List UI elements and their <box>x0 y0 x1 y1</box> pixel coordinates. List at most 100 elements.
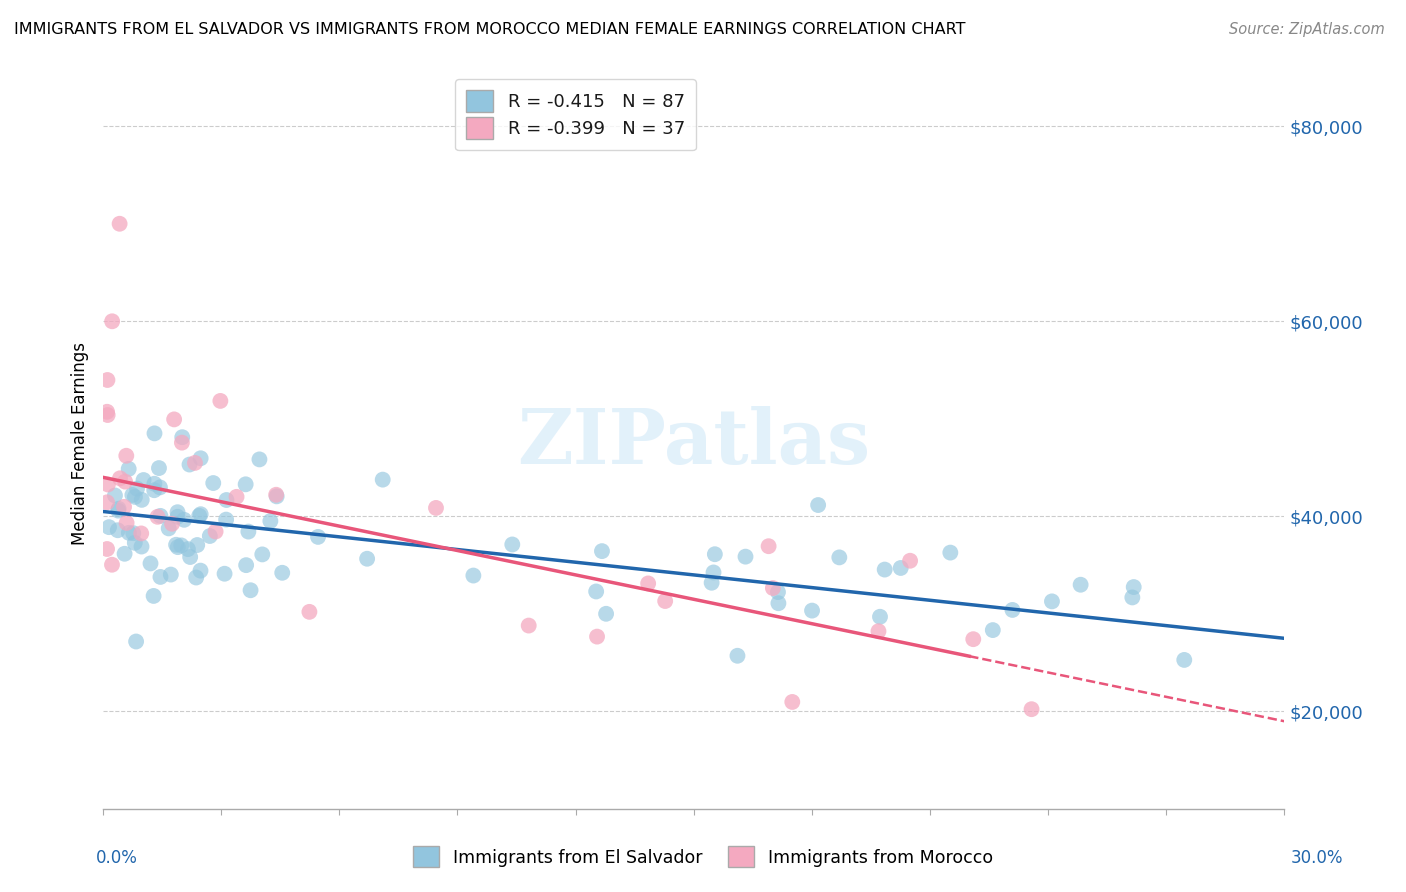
Legend: Immigrants from El Salvador, Immigrants from Morocco: Immigrants from El Salvador, Immigrants … <box>406 839 1000 874</box>
Point <box>869 609 891 624</box>
Point <box>97 408 120 422</box>
Point <box>637 576 659 591</box>
Point <box>591 544 613 558</box>
Point <box>143 483 166 498</box>
Point <box>264 488 287 502</box>
Point <box>139 557 162 571</box>
Point <box>131 540 153 554</box>
Text: ZIPatlas: ZIPatlas <box>517 406 870 480</box>
Point <box>702 566 724 580</box>
Point <box>501 537 523 551</box>
Point <box>249 452 271 467</box>
Point <box>214 566 236 581</box>
Point <box>259 514 281 528</box>
Point <box>143 476 166 491</box>
Point <box>122 526 145 541</box>
Point <box>166 540 188 554</box>
Point <box>170 435 193 450</box>
Point <box>734 549 756 564</box>
Point <box>188 508 211 523</box>
Point <box>107 523 129 537</box>
Text: 0.0%: 0.0% <box>96 849 138 867</box>
Y-axis label: Median Female Earnings: Median Female Earnings <box>72 342 89 545</box>
Point <box>114 547 136 561</box>
Point <box>107 501 129 516</box>
Point <box>585 584 607 599</box>
Text: 30.0%: 30.0% <box>1291 849 1343 867</box>
Legend: R = -0.415   N = 87, R = -0.399   N = 37: R = -0.415 N = 87, R = -0.399 N = 37 <box>456 79 696 150</box>
Point <box>356 551 378 566</box>
Point <box>202 476 225 491</box>
Point <box>654 594 676 608</box>
Point <box>160 516 183 531</box>
Point <box>235 477 257 491</box>
Point <box>463 568 485 582</box>
Point <box>782 695 804 709</box>
Point <box>121 488 143 502</box>
Point <box>186 570 208 584</box>
Point <box>142 589 165 603</box>
Point <box>266 489 288 503</box>
Point <box>586 630 609 644</box>
Point <box>1173 653 1195 667</box>
Point <box>166 509 188 524</box>
Point <box>758 539 780 553</box>
Point <box>962 632 984 647</box>
Point <box>307 530 329 544</box>
Point <box>873 563 896 577</box>
Point <box>225 490 247 504</box>
Point <box>129 526 152 541</box>
Point <box>517 618 540 632</box>
Point <box>115 516 138 530</box>
Point <box>96 541 118 556</box>
Point <box>766 585 789 599</box>
Point <box>1001 603 1024 617</box>
Point <box>190 564 212 578</box>
Point <box>96 373 118 387</box>
Point <box>371 473 394 487</box>
Point <box>125 634 148 648</box>
Point <box>108 217 131 231</box>
Point <box>215 513 238 527</box>
Point <box>727 648 749 663</box>
Point <box>112 500 135 514</box>
Point <box>166 505 188 519</box>
Point <box>159 567 181 582</box>
Point <box>801 604 824 618</box>
Point <box>271 566 294 580</box>
Point <box>98 520 121 534</box>
Point <box>149 480 172 494</box>
Point <box>762 581 785 595</box>
Point <box>96 405 118 419</box>
Point <box>170 538 193 552</box>
Point <box>107 503 129 517</box>
Point <box>1122 580 1144 594</box>
Point <box>703 547 725 561</box>
Point <box>939 546 962 560</box>
Point <box>209 393 232 408</box>
Point <box>1070 578 1092 592</box>
Point <box>118 525 141 540</box>
Point <box>807 498 830 512</box>
Point <box>198 529 221 543</box>
Point <box>1121 591 1143 605</box>
Point <box>149 570 172 584</box>
Point <box>115 449 138 463</box>
Point <box>124 490 146 504</box>
Point <box>97 477 120 491</box>
Point <box>828 550 851 565</box>
Point <box>177 542 200 557</box>
Point <box>179 549 201 564</box>
Point <box>595 607 617 621</box>
Point <box>252 548 274 562</box>
Point <box>235 558 257 573</box>
Point <box>868 624 890 639</box>
Text: IMMIGRANTS FROM EL SALVADOR VS IMMIGRANTS FROM MOROCCO MEDIAN FEMALE EARNINGS CO: IMMIGRANTS FROM EL SALVADOR VS IMMIGRANT… <box>14 22 966 37</box>
Point <box>146 509 169 524</box>
Point <box>890 561 912 575</box>
Point <box>425 500 447 515</box>
Point <box>239 583 262 598</box>
Point <box>96 495 118 509</box>
Point <box>104 488 127 502</box>
Point <box>165 538 187 552</box>
